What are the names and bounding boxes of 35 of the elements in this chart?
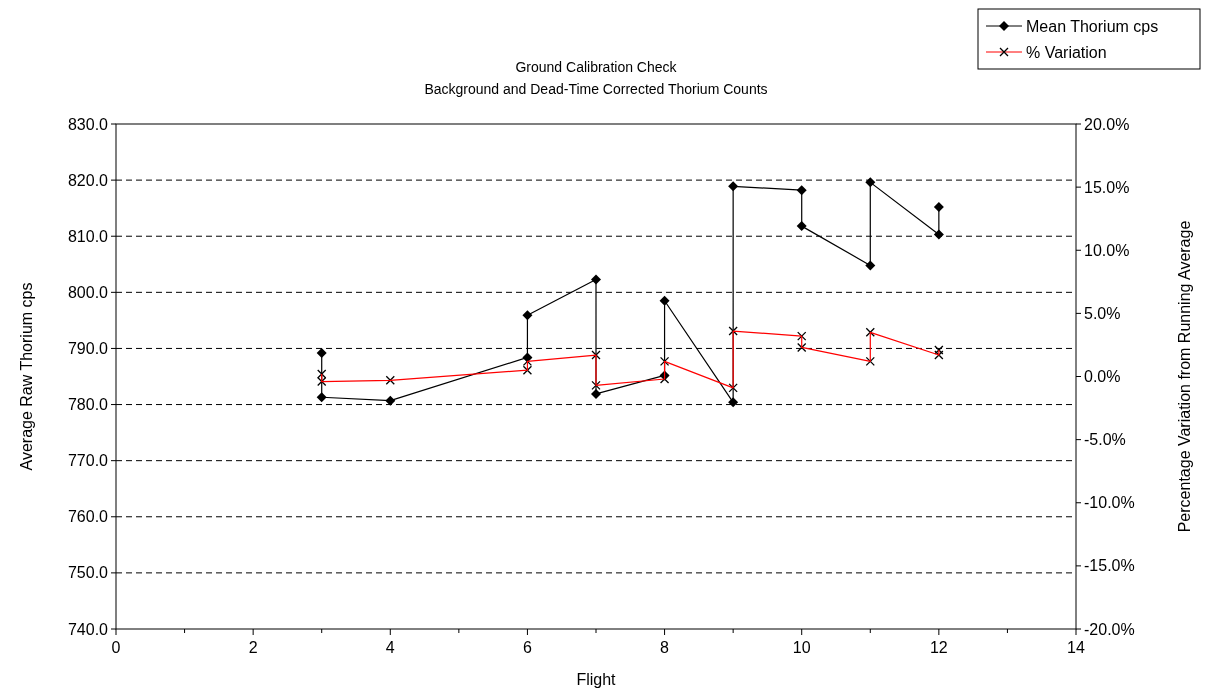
y-tick-label: 790.0	[67, 340, 109, 358]
x-tick-label: 10	[792, 639, 811, 656]
y2-tick-label: 20.0%	[1084, 115, 1130, 133]
legend-label: Mean Thorium cps	[1026, 17, 1159, 35]
chart-subtitle: Background and Dead-Time Corrected Thorium Counts	[424, 81, 768, 97]
x-tick-label: 8	[660, 639, 670, 656]
y-tick-label: 760.0	[67, 508, 109, 526]
y-tick-label: 800.0	[67, 283, 109, 301]
chart-title: Ground Calibration Check	[515, 59, 678, 75]
y2-axis-title: Percentage Variation from Running Average	[1176, 220, 1193, 533]
x-tick-label: 6	[522, 639, 532, 656]
y-tick-label: 810.0	[67, 227, 109, 245]
y-tick-label: 770.0	[67, 452, 109, 470]
y2-tick-label: -20.0%	[1084, 620, 1135, 638]
y2-tick-label: -10.0%	[1084, 494, 1135, 512]
y-axis-title: Average Raw Thorium cps	[18, 282, 35, 471]
x-axis-title: Flight	[576, 671, 617, 688]
y2-tick-label: 5.0%	[1084, 304, 1121, 322]
legend-label: % Variation	[1026, 43, 1107, 61]
x-tick-label: 2	[248, 639, 258, 656]
y-tick-label: 820.0	[67, 171, 109, 189]
y2-tick-label: -5.0%	[1084, 431, 1126, 449]
y-tick-label: 750.0	[67, 564, 109, 582]
y2-tick-label: 10.0%	[1084, 241, 1130, 259]
y2-tick-label: -15.0%	[1084, 557, 1135, 575]
x-tick-label: 0	[111, 639, 121, 656]
y-tick-label: 780.0	[67, 396, 109, 414]
y-tick-label: 830.0	[67, 115, 109, 133]
x-tick-label: 14	[1067, 639, 1085, 656]
point	[316, 347, 327, 358]
y-tick-label: 740.0	[67, 620, 109, 638]
x-tick-label: 4	[385, 639, 395, 656]
x-tick-label: 12	[929, 639, 948, 656]
y2-tick-label: 15.0%	[1084, 178, 1130, 196]
y2-tick-label: 0.0%	[1084, 368, 1121, 386]
